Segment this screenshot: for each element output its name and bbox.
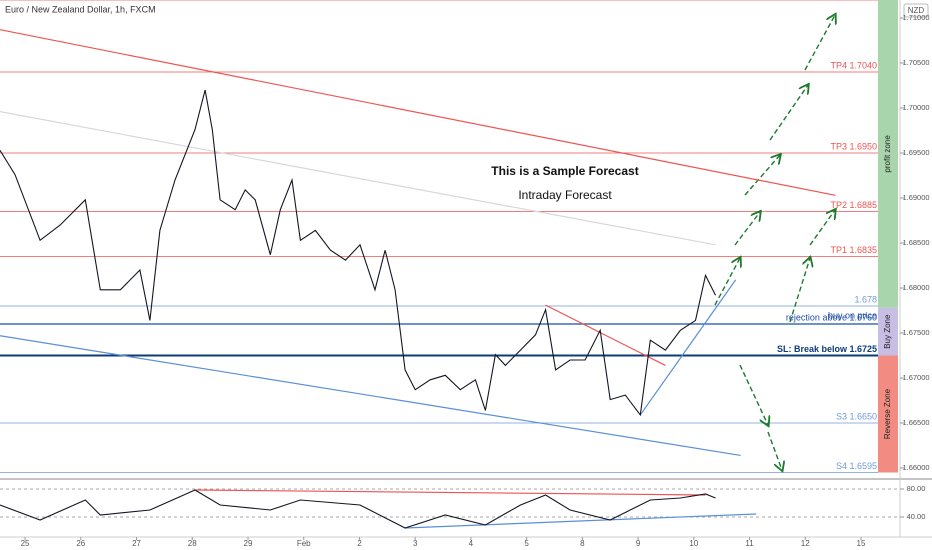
x-tick-label: 15 [857, 539, 866, 548]
y-tick-label: 1.69000 [902, 193, 929, 202]
level-label: TP1 1.6835 [830, 245, 877, 255]
y-tick-label: 1.71000 [902, 13, 929, 22]
x-tick-label: 2 [357, 539, 362, 548]
x-tick-label: 3 [413, 539, 418, 548]
x-tick-label: 10 [689, 539, 698, 548]
trend-line [195, 489, 706, 496]
y-tick-label: 1.69500 [902, 148, 929, 157]
x-tick-label: 25 [21, 539, 30, 548]
zone [878, 307, 898, 356]
chart-title: Euro / New Zealand Dollar, 1h, FXCM [5, 4, 156, 14]
y-tick-label: 1.68500 [902, 238, 929, 247]
x-tick-label: 8 [580, 539, 585, 548]
x-tick-label: 5 [524, 539, 529, 548]
y-tick-label: 40.00 [907, 512, 926, 521]
x-tick-label: 12 [801, 539, 810, 548]
price-line [0, 489, 716, 529]
level-label: TP2 1.6885 [830, 200, 877, 210]
y-tick-label: 1.67500 [902, 328, 929, 337]
y-tick-label: 80.00 [907, 484, 926, 493]
y-tick-label: 1.66500 [902, 418, 929, 427]
level-label: S4 1.6595 [836, 461, 877, 471]
annotation: Intraday Forecast [518, 188, 612, 202]
trend-line [0, 111, 716, 246]
trend-line [545, 304, 666, 366]
y-tick-label: 1.66000 [902, 463, 929, 472]
x-tick-label: 4 [469, 539, 474, 548]
y-tick-label: 1.70000 [902, 103, 929, 112]
zone [878, 355, 898, 473]
trend-line [639, 279, 737, 416]
price-line [0, 89, 716, 417]
x-tick-label: 26 [76, 539, 85, 548]
zone-label: profit zone [883, 135, 892, 173]
level-label: 1.678 [854, 294, 877, 304]
zone-label: Reverse Zone [883, 388, 892, 439]
x-tick-label: 29 [244, 539, 253, 548]
level-label: SL: Break below 1.6725 [777, 344, 877, 354]
note: buy on price [828, 310, 877, 320]
currency-box [903, 3, 929, 18]
y-tick-label: 1.70500 [902, 58, 929, 67]
level-label: rejection above 1.6760 [786, 312, 877, 322]
x-tick-label: 28 [188, 539, 197, 548]
level-label: TP4 1.7040 [830, 60, 877, 70]
zone [878, 0, 898, 308]
zone-label: Buy Zone [883, 314, 892, 349]
x-tick-label: 11 [745, 539, 754, 548]
level-label: S3 1.6650 [836, 411, 877, 421]
y-tick-label: 1.68000 [902, 283, 929, 292]
trend-line [405, 513, 757, 529]
currency: NZD [908, 6, 925, 15]
level-label: TP3 1.6950 [830, 141, 877, 151]
trend-line [0, 335, 741, 457]
annotation: This is a Sample Forecast [491, 164, 638, 178]
x-tick-label: Feb [297, 539, 311, 548]
x-tick-label: 9 [636, 539, 641, 548]
y-tick-label: 1.67000 [902, 373, 929, 382]
trend-line [0, 29, 836, 196]
forecast-arrows [714, 15, 835, 470]
x-tick-label: 27 [132, 539, 141, 548]
